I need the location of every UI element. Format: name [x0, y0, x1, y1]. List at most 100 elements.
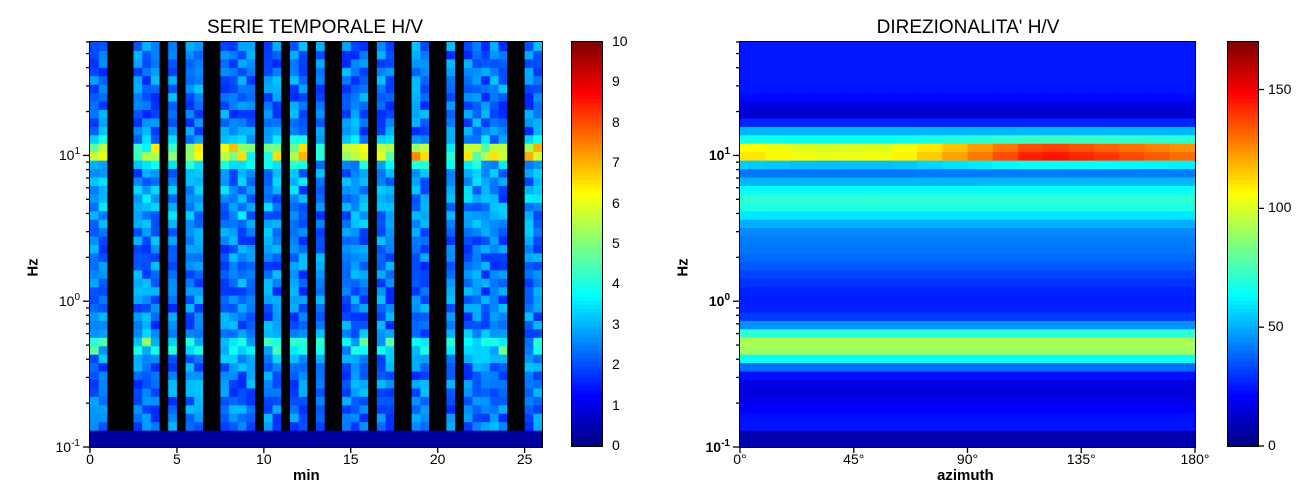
heatmap-cell	[1119, 202, 1145, 212]
masked-cell	[107, 312, 117, 321]
masked-cell	[437, 303, 447, 313]
heatmap-cell	[765, 58, 792, 68]
heatmap-cell	[194, 58, 204, 68]
heatmap-cell	[220, 168, 230, 178]
masked-cell	[437, 42, 447, 51]
heatmap-cell	[790, 75, 817, 85]
heatmap-cell	[246, 430, 256, 440]
masked-cell	[211, 92, 221, 102]
heatmap-cell	[765, 92, 792, 102]
colorbar-swatch	[1228, 361, 1258, 366]
masked-cell	[211, 168, 221, 178]
masked-cell	[255, 117, 265, 127]
heatmap-cell	[98, 151, 108, 161]
heatmap-cell	[1169, 67, 1195, 77]
masked-cell	[507, 219, 517, 229]
heatmap-cell	[376, 117, 387, 127]
heatmap-cell	[498, 126, 508, 136]
heatmap-cell	[472, 117, 482, 127]
heatmap-cell	[472, 42, 482, 51]
heatmap-cell	[342, 177, 352, 186]
heatmap-plot-area	[740, 42, 1195, 447]
heatmap-cell	[740, 404, 766, 414]
colorbar-swatch	[572, 413, 602, 419]
masked-cell	[307, 126, 317, 136]
heatmap-cell	[342, 286, 352, 296]
colorbar-swatch	[572, 163, 602, 168]
masked-cell	[437, 328, 447, 338]
heatmap-cell	[203, 430, 213, 440]
masked-cell	[515, 134, 526, 144]
heatmap-cell	[891, 269, 918, 279]
heatmap-cell	[1018, 413, 1044, 423]
heatmap-cell	[350, 404, 360, 414]
x-tick-label: 0°	[733, 451, 747, 467]
masked-cell	[368, 126, 378, 136]
heatmap-cell	[168, 337, 178, 347]
heatmap-cell	[420, 101, 430, 110]
heatmap-cell	[1068, 177, 1095, 186]
heatmap-cell	[790, 42, 817, 51]
heatmap-cell	[394, 438, 404, 447]
heatmap-cell	[1169, 328, 1195, 338]
heatmap-cell	[841, 92, 867, 102]
heatmap-cell	[463, 58, 473, 68]
heatmap-cell	[507, 430, 517, 440]
heatmap-cell	[446, 42, 456, 51]
heatmap-cell	[1144, 320, 1171, 330]
heatmap-cell	[815, 345, 842, 355]
heatmap-cell	[342, 252, 352, 262]
heatmap-cell	[1119, 430, 1145, 440]
colorbar-tick-label: 10	[612, 33, 628, 49]
heatmap-cell	[1093, 413, 1120, 423]
colorbar-swatch	[1228, 332, 1258, 338]
heatmap-cell	[481, 75, 491, 85]
heatmap-cell	[385, 387, 395, 397]
heatmap-cell	[866, 261, 893, 271]
heatmap-cell	[194, 269, 204, 279]
colorbar-swatch	[572, 138, 602, 144]
masked-cell	[437, 92, 447, 102]
heatmap-cell	[98, 42, 108, 51]
heatmap-cell	[1043, 202, 1070, 212]
heatmap-cell	[246, 396, 256, 406]
heatmap-cell	[237, 244, 247, 254]
masked-cell	[515, 75, 526, 85]
heatmap-cell	[489, 160, 500, 170]
heatmap-cell	[446, 413, 456, 423]
heatmap-cell	[790, 328, 817, 338]
heatmap-cell	[133, 396, 143, 406]
heatmap-cell	[359, 219, 369, 229]
heatmap-cell	[891, 117, 918, 127]
heatmap-cell	[967, 50, 994, 60]
heatmap-cell	[1093, 75, 1120, 85]
heatmap-cell	[866, 438, 893, 447]
heatmap-cell	[98, 227, 108, 237]
masked-cell	[107, 92, 117, 102]
masked-cell	[211, 337, 221, 347]
heatmap-cell	[289, 261, 300, 271]
masked-cell	[203, 320, 213, 330]
masked-cell	[455, 126, 465, 136]
colorbar-swatch	[1228, 288, 1258, 294]
heatmap-cell	[420, 50, 430, 60]
heatmap-cell	[498, 75, 508, 85]
heatmap-cell	[967, 312, 994, 321]
colorbar-swatch	[572, 252, 602, 257]
heatmap-cell	[246, 236, 256, 245]
heatmap-cell	[185, 193, 195, 203]
heatmap-cell	[237, 236, 247, 245]
heatmap-cell	[220, 387, 230, 397]
heatmap-cell	[1093, 379, 1120, 389]
heatmap-cell	[1169, 84, 1195, 94]
masked-cell	[515, 295, 526, 305]
heatmap-cell	[194, 421, 204, 431]
masked-cell	[368, 295, 378, 305]
heatmap-cell	[298, 50, 308, 60]
heatmap-cell	[1119, 151, 1145, 161]
masked-cell	[176, 109, 187, 119]
heatmap-cell	[489, 126, 500, 136]
heatmap-cell	[1169, 75, 1195, 85]
heatmap-cell	[1169, 134, 1195, 144]
heatmap-cell	[263, 286, 274, 296]
